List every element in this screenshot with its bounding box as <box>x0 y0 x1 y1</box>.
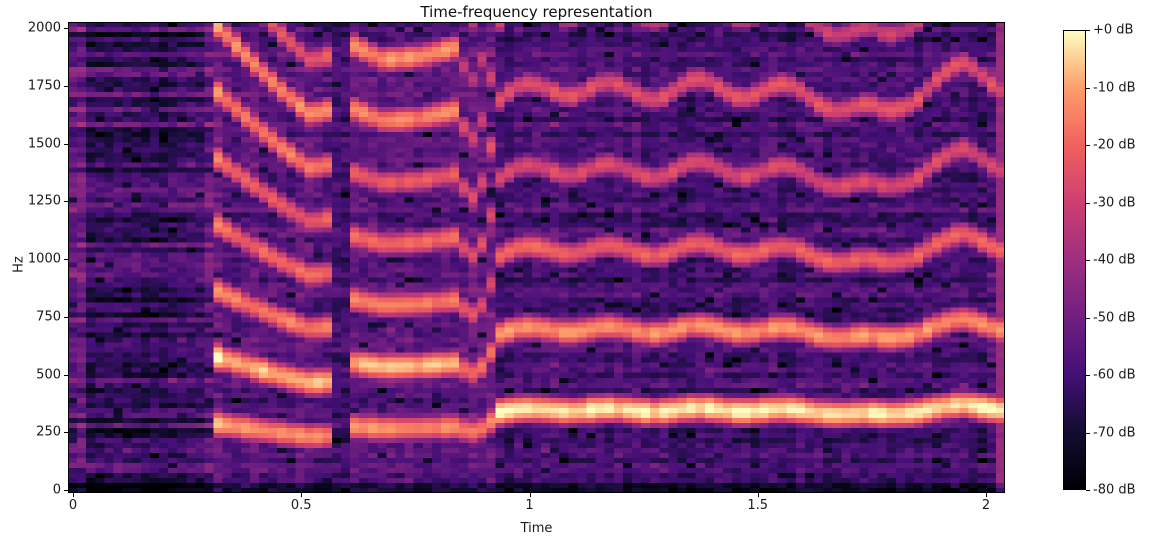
x-tick-mark <box>301 493 303 497</box>
y-tick-label: 1500 <box>27 136 61 151</box>
colorbar <box>1063 30 1086 490</box>
colorbar-tick-mark <box>1086 432 1090 434</box>
x-tick-label: 1 <box>525 498 534 513</box>
x-tick-label: 2 <box>981 498 991 513</box>
y-tick-mark <box>64 316 68 318</box>
y-tick-label: 1250 <box>27 193 61 209</box>
x-tick-label: 0.5 <box>290 498 312 513</box>
y-axis-label: Hz <box>11 256 27 273</box>
x-axis-label: Time <box>520 521 553 536</box>
y-tick-label: 0 <box>52 482 61 498</box>
x-tick-mark <box>757 493 759 497</box>
colorbar-tick-label: -20 dB <box>1093 137 1136 153</box>
colorbar-tick-label: +0 dB <box>1093 22 1134 38</box>
y-tick-label: 1000 <box>27 251 61 267</box>
colorbar-tick-mark <box>1086 375 1090 376</box>
y-tick-mark <box>64 490 68 491</box>
spectrogram-heatmap <box>68 22 1005 493</box>
y-tick-label: 2000 <box>27 20 61 36</box>
x-tick-mark <box>986 493 987 497</box>
colorbar-tick-mark <box>1086 317 1090 319</box>
y-tick-mark <box>64 85 68 87</box>
x-tick-label: 1.5 <box>747 498 769 513</box>
colorbar-tick-label: -10 dB <box>1093 80 1136 95</box>
y-tick-mark <box>64 374 68 376</box>
chart-title: Time-frequency representation <box>420 3 653 21</box>
colorbar-tick-label: -80 dB <box>1093 482 1136 498</box>
colorbar-tick-label: -70 dB <box>1093 425 1136 440</box>
colorbar-tick-label: -60 dB <box>1093 367 1136 383</box>
y-tick-label: 250 <box>36 424 61 440</box>
colorbar-tick-label: -40 dB <box>1093 252 1136 268</box>
y-tick-mark <box>64 201 68 203</box>
colorbar-tick-mark <box>1086 260 1090 261</box>
y-tick-mark <box>64 432 68 434</box>
y-tick-label: 750 <box>36 309 61 325</box>
colorbar-tick-mark <box>1086 490 1090 491</box>
y-tick-mark <box>64 259 68 260</box>
colorbar-tick-mark <box>1086 145 1090 146</box>
colorbar-tick-mark <box>1086 87 1090 89</box>
colorbar-tick-label: -50 dB <box>1093 310 1136 325</box>
y-tick-mark <box>64 143 68 145</box>
colorbar-tick-mark <box>1086 30 1090 31</box>
colorbar-tick-mark <box>1086 202 1090 204</box>
y-tick-mark <box>64 28 68 29</box>
x-tick-mark <box>529 493 531 497</box>
colorbar-tick-label: -30 dB <box>1093 195 1136 210</box>
y-tick-label: 1750 <box>27 78 61 94</box>
y-tick-label: 500 <box>36 367 61 382</box>
x-tick-label: 0 <box>68 498 78 513</box>
x-tick-mark <box>73 493 74 497</box>
